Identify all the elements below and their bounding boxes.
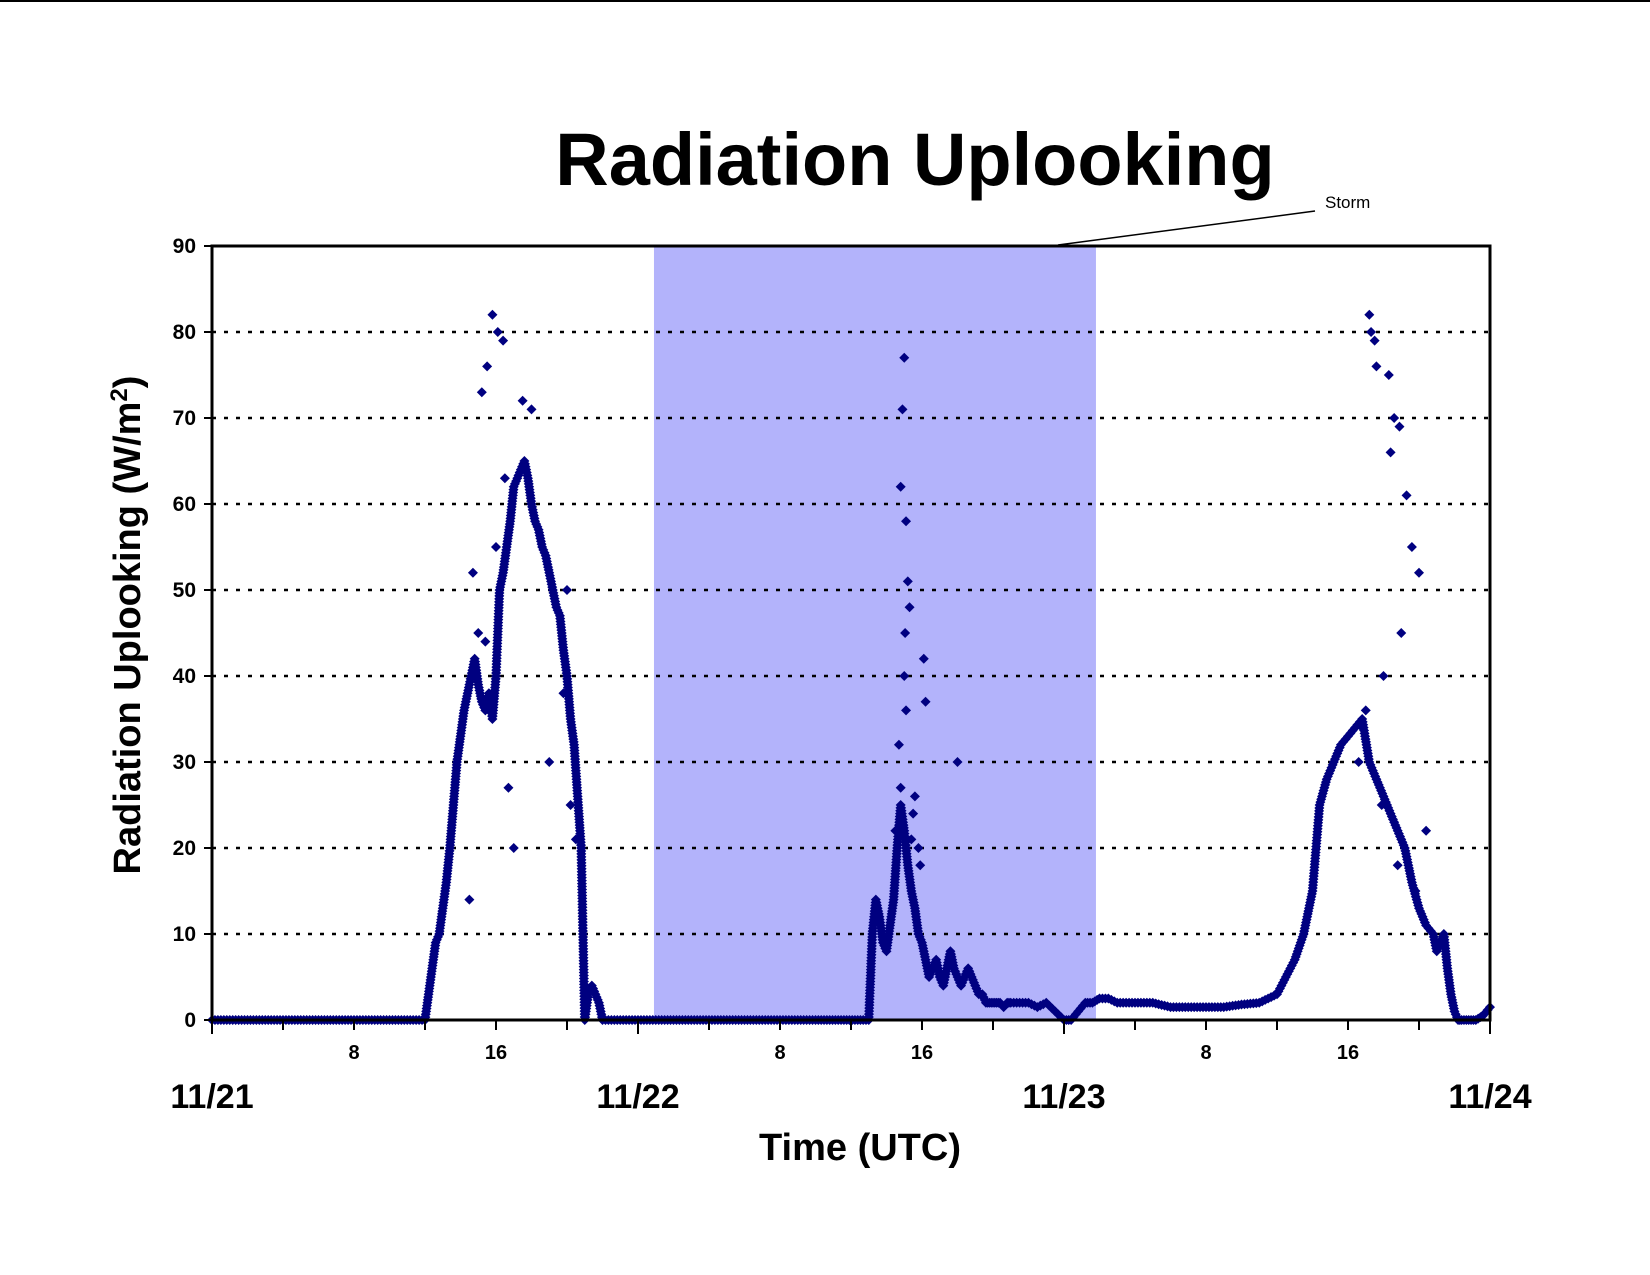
storm-shaded-region (653, 246, 1096, 1020)
x-hour-label-56: 8 (1200, 1042, 1211, 1064)
data-point (902, 576, 913, 587)
x-ticks: 8 16 8 16 8 16 11/21 11/22 11/23 11/24 (170, 1020, 1532, 1116)
data-point (1406, 542, 1417, 552)
data-point (1396, 628, 1407, 638)
data-point (904, 602, 915, 613)
x-hour-label-64: 16 (1337, 1042, 1359, 1064)
data-point (503, 782, 514, 793)
x-date-label-0: 11/21 (170, 1078, 253, 1116)
chart-title: Radiation Uplooking (555, 118, 1274, 201)
data-point (464, 894, 475, 905)
data-point (952, 757, 963, 767)
data-point (565, 800, 576, 810)
y-tick-label-90: 90 (173, 235, 196, 258)
data-point (1353, 757, 1364, 767)
storm-shaded-region-layer (653, 246, 1096, 1020)
data-point (895, 782, 906, 793)
data-point (487, 309, 498, 320)
x-date-label-24: 11/22 (596, 1078, 679, 1116)
storm-annotation-label: Storm (1325, 193, 1370, 212)
data-point (1378, 671, 1389, 681)
data-point (918, 653, 929, 664)
y-axis-label-close: ) (107, 376, 149, 389)
data-point (1392, 860, 1403, 871)
y-tick-labels: 0 10 20 30 40 50 60 70 80 90 (173, 235, 212, 1032)
data-point (562, 585, 572, 595)
data-point (897, 404, 908, 415)
data-point (517, 395, 528, 406)
y-tick-label-50: 50 (173, 579, 196, 602)
x-hour-label-16: 16 (485, 1042, 507, 1064)
x-axis-label: Time (UTC) (759, 1127, 961, 1169)
storm-annotation-line (1057, 210, 1316, 246)
data-point (1383, 370, 1394, 380)
data-point (467, 567, 478, 578)
data-point (1421, 825, 1432, 836)
data-point (901, 516, 912, 527)
data-point (473, 628, 484, 638)
data-point (893, 739, 904, 750)
y-tick-label-80: 80 (173, 321, 196, 344)
y-tick-label-10: 10 (173, 923, 196, 946)
data-point (899, 352, 910, 363)
data-point (508, 843, 519, 853)
data-point (920, 696, 931, 707)
x-hour-label-40: 16 (911, 1042, 933, 1064)
data-point (1357, 722, 1368, 733)
data-point (895, 481, 906, 492)
x-hour-label-32: 8 (774, 1042, 785, 1064)
data-point (909, 791, 920, 802)
y-tick-label-20: 20 (173, 837, 196, 860)
y-tick-label-40: 40 (173, 665, 196, 688)
data-point (1385, 447, 1396, 458)
data-point (498, 335, 509, 346)
data-point (492, 327, 503, 337)
data-point (1369, 335, 1380, 346)
gridlines (212, 330, 1490, 936)
data-point (899, 671, 910, 681)
data-point (491, 542, 501, 552)
x-date-label-48: 11/23 (1022, 1078, 1105, 1116)
x-date-label-72: 11/24 (1448, 1078, 1531, 1116)
data-point (890, 825, 901, 836)
data-point (544, 757, 555, 767)
y-tick-label-0: 0 (184, 1009, 196, 1032)
data-point (558, 688, 569, 699)
data-point (480, 636, 491, 647)
y-tick-label-30: 30 (173, 751, 196, 774)
data-point (482, 361, 493, 372)
data-point (915, 860, 926, 871)
data-point (1410, 886, 1421, 896)
y-axis-label-superscript: 2 (106, 388, 133, 401)
data-point (1364, 309, 1375, 320)
data-point (1394, 421, 1405, 432)
data-points (207, 309, 1495, 1025)
data-point (913, 843, 924, 853)
data-point (1360, 705, 1371, 716)
data-point (1414, 567, 1424, 578)
data-point (900, 628, 911, 638)
y-axis-label: Radiation Uplooking (W/m2) (106, 376, 150, 875)
data-point (1376, 800, 1387, 810)
x-hour-label-8: 8 (348, 1042, 359, 1064)
y-tick-label-70: 70 (173, 407, 196, 430)
data-point (901, 705, 912, 716)
y-tick-label-60: 60 (173, 493, 196, 516)
data-point (499, 473, 510, 484)
data-point (906, 834, 917, 845)
data-point (1371, 361, 1382, 372)
y-axis-label-text: Radiation Uplooking (W/m (107, 402, 149, 875)
data-point (1389, 413, 1400, 423)
data-point (476, 387, 487, 398)
top-border-line (0, 0, 1650, 2)
data-point (526, 404, 537, 415)
data-point (1366, 327, 1377, 337)
data-point (570, 834, 581, 845)
data-point (908, 808, 919, 819)
data-point (1401, 490, 1412, 501)
